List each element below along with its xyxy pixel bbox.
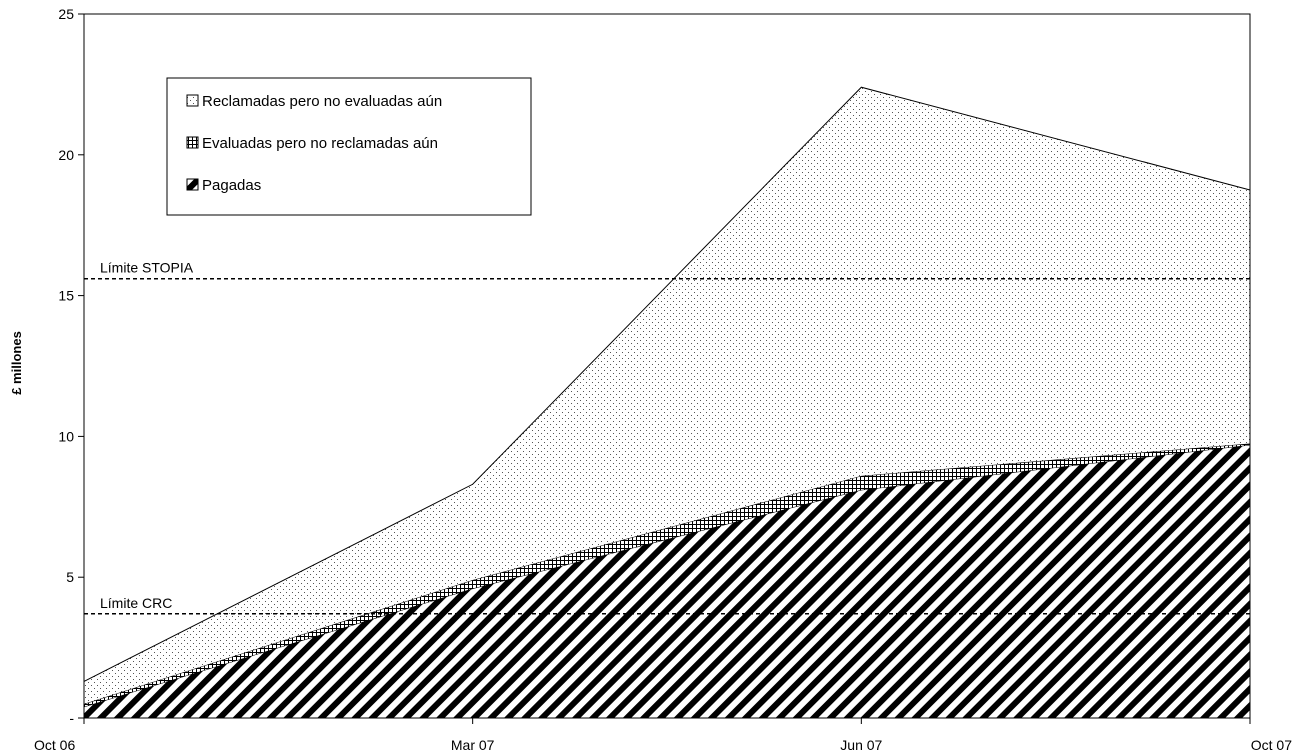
area-series-2-edge: [83, 86, 1251, 682]
legend-swatch-1: [186, 136, 199, 149]
plot-frame: [83, 13, 1251, 719]
area-series-0: [84, 444, 1250, 718]
legend-swatch-2: [186, 178, 199, 191]
area-series-2: [84, 87, 1250, 704]
y-tick-label-4: 20: [58, 147, 74, 163]
legend-swatch-0: [186, 94, 199, 107]
y-tick-label-1: 5: [66, 569, 74, 585]
x-tick-label-1: Mar 07: [451, 737, 495, 753]
y-tick-label-5: 25: [58, 6, 74, 22]
reference-line-label-0: Límite STOPIA: [100, 260, 194, 276]
reference-lines: Límite STOPIA Límite CRC: [84, 260, 1250, 615]
x-tick-label-2: Jun 07: [840, 737, 882, 753]
legend-label-0: Reclamadas pero no evaluadas aún: [202, 93, 442, 110]
y-axis-title: £ millones: [9, 331, 24, 395]
legend: Reclamadas pero no evaluadas aún Evaluada…: [166, 77, 532, 216]
axes: - 5 10 15 20 25 Oct 06 Mar 07 Jun 07 Oct 07: [34, 6, 1292, 753]
legend-label-1: Evaluadas pero no reclamadas aún: [202, 135, 438, 152]
reference-line-label-1: Límite CRC: [100, 595, 172, 611]
plot-area: [83, 86, 1251, 718]
y-tick-label-0: -: [69, 710, 74, 726]
legend-label-2: Pagadas: [202, 177, 261, 194]
y-tick-label-3: 15: [58, 288, 74, 304]
y-tick-label-2: 10: [58, 428, 74, 444]
x-tick-label-3: Oct 07: [1251, 737, 1292, 753]
x-tick-label-0: Oct 06: [34, 737, 75, 753]
